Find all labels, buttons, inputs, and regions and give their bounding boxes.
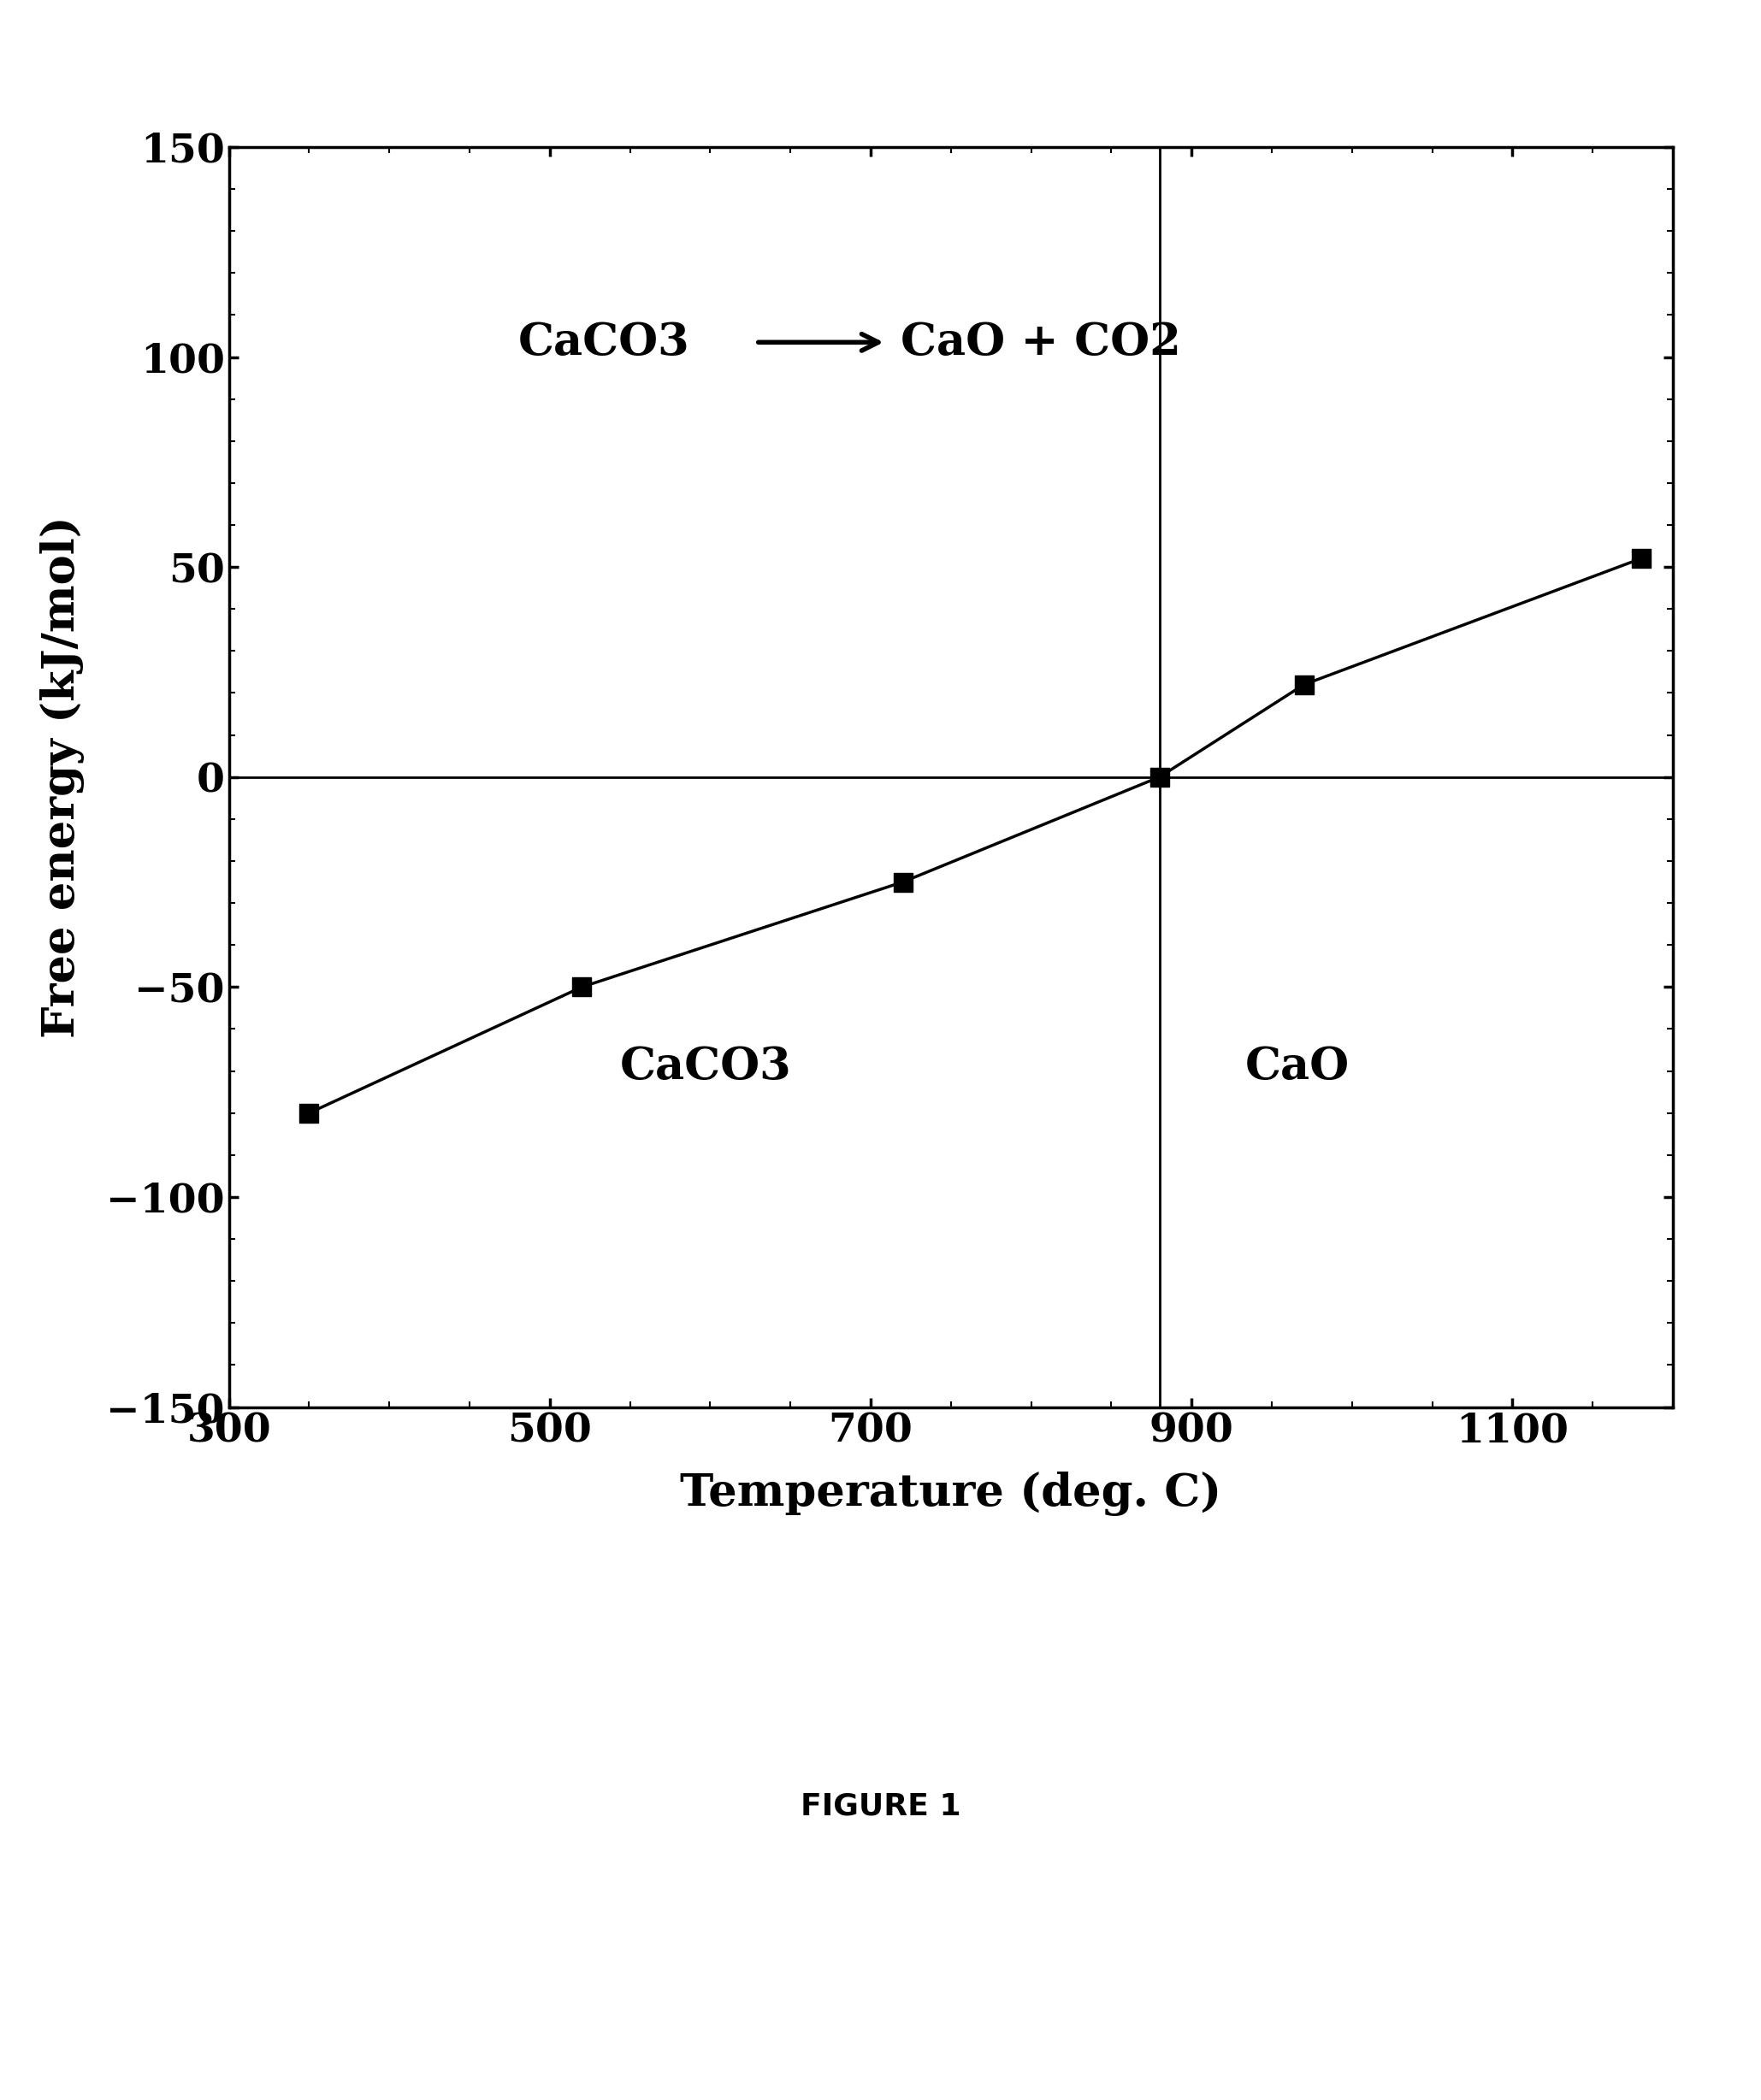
Text: CaO: CaO: [1245, 1046, 1349, 1088]
Text: CaCO3: CaCO3: [518, 321, 689, 363]
Text: FIGURE 1: FIGURE 1: [799, 1791, 962, 1821]
Text: CaO + CO2: CaO + CO2: [900, 321, 1182, 363]
X-axis label: Temperature (deg. C): Temperature (deg. C): [680, 1472, 1222, 1516]
Y-axis label: Free energy (kJ/mol): Free energy (kJ/mol): [41, 517, 85, 1037]
Text: CaCO3: CaCO3: [620, 1046, 791, 1088]
